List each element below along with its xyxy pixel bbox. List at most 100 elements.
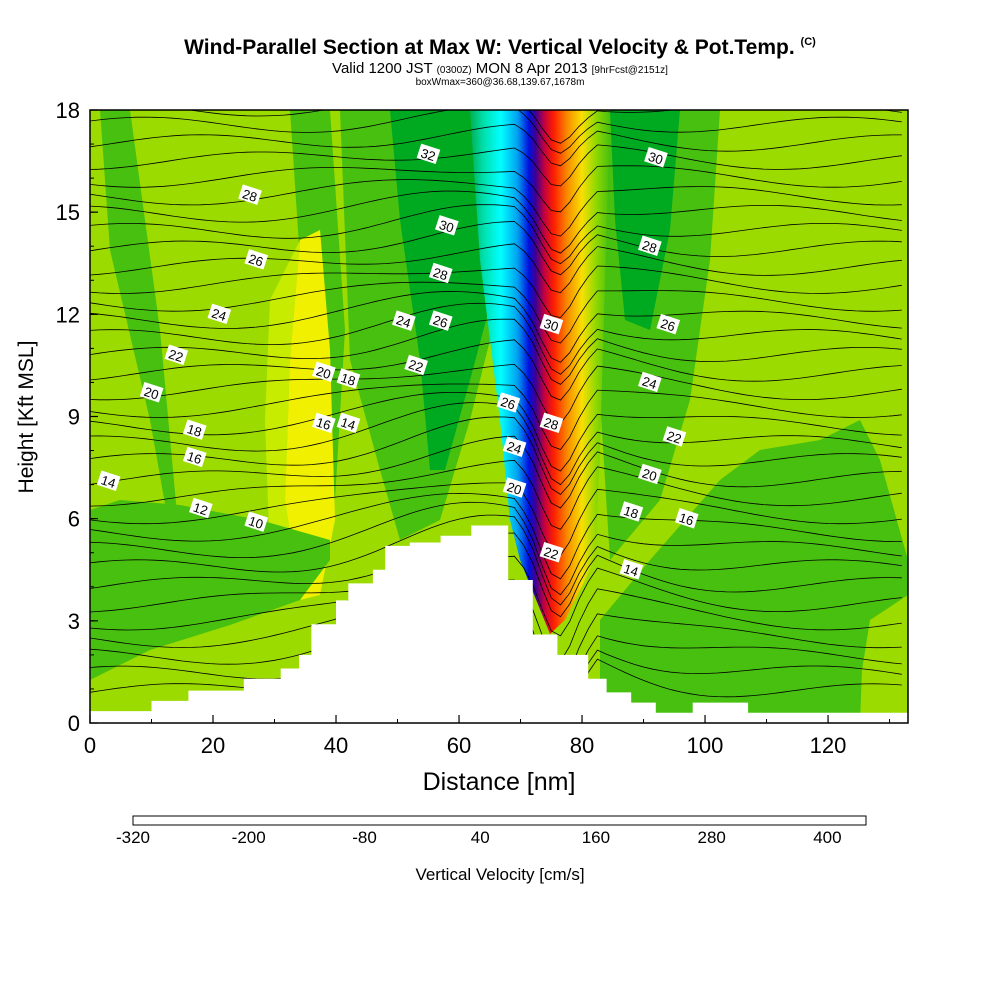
theta-label-text: 26 <box>499 394 517 413</box>
theta-label: 16 <box>674 508 699 529</box>
theta-label-box <box>416 143 441 165</box>
theta-label-box <box>656 313 681 335</box>
theta-contour-line <box>90 482 902 557</box>
theta-contour-line <box>90 204 902 265</box>
y-axis: 0 3 6 9 12 15 18 <box>56 98 98 736</box>
theta-label-box <box>502 477 527 498</box>
x-axis: 0 20 40 60 80 100 120 <box>84 715 891 758</box>
theta-label-box <box>164 344 189 365</box>
theta-contour-line <box>90 110 902 154</box>
theta-label-box <box>207 303 232 325</box>
theta-label-text: 16 <box>314 414 332 433</box>
vv-band-lower-right <box>600 420 908 723</box>
theta-label: 26 <box>244 249 269 270</box>
vv-band-green-left <box>100 110 185 600</box>
theta-label-box <box>496 392 521 413</box>
theta-label-box <box>238 184 262 205</box>
x-tick-label: 80 <box>570 733 594 758</box>
theta-contour-line <box>90 383 902 450</box>
y-tick-label: 9 <box>68 405 80 430</box>
theta-label-box <box>139 382 164 403</box>
plot-area <box>90 110 908 723</box>
theta-label-box <box>392 310 416 331</box>
theta-label-box <box>539 412 564 434</box>
theta-label: 30 <box>435 215 459 236</box>
y-tick-label: 15 <box>56 200 80 225</box>
theta-label-box <box>312 361 336 382</box>
colorbar <box>132 815 867 826</box>
theta-label-text: 28 <box>542 414 560 433</box>
theta-label-text: 30 <box>646 149 664 168</box>
theta-label-box <box>182 419 207 440</box>
theta-label: 24 <box>502 436 527 457</box>
theta-label-box <box>619 559 644 580</box>
theta-contour-line <box>90 190 902 254</box>
theta-label-box <box>244 511 269 532</box>
theta-contour-line <box>90 179 902 237</box>
theta-contour-line <box>90 501 902 596</box>
copyright-mark: (C) <box>800 36 816 48</box>
theta-label-box <box>428 310 453 331</box>
colorbar-tick-label: -80 <box>352 828 377 847</box>
theta-label: 22 <box>662 426 687 447</box>
theta-label-text: 14 <box>622 561 640 580</box>
theta-label-box <box>539 313 564 335</box>
theta-label: 32 <box>416 143 441 165</box>
theta-label: 26 <box>656 313 681 335</box>
theta-label-text: 24 <box>640 374 658 393</box>
colorbar-label: Vertical Velocity [cm/s] <box>415 865 584 884</box>
x-tick-label: 40 <box>324 733 348 758</box>
theta-label: 20 <box>638 463 662 485</box>
colorbar-tick-label: 40 <box>471 828 490 847</box>
theta-contour-line <box>90 221 902 276</box>
theta-label-text: 18 <box>185 421 203 440</box>
theta-label-box <box>96 470 121 491</box>
theta-label-text: 28 <box>241 186 259 205</box>
colorbar-tick-label: 160 <box>582 828 610 847</box>
x-tick-label: 0 <box>84 733 96 758</box>
theta-label: 12 <box>189 497 213 519</box>
theta-label: 26 <box>496 392 521 413</box>
theta-label: 28 <box>539 412 564 434</box>
chart-subtitle: Valid 1200 JST (0300Z) MON 8 Apr 2013 [9… <box>0 60 1000 77</box>
theta-label: 28 <box>238 184 262 205</box>
theta-contour-line <box>90 302 902 375</box>
theta-label-box <box>662 426 687 447</box>
theta-label-text: 24 <box>210 305 228 324</box>
theta-label: 22 <box>404 354 428 375</box>
x-tick-label: 20 <box>201 733 225 758</box>
theta-label: 14 <box>619 559 644 580</box>
theta-label-text: 14 <box>99 472 117 491</box>
theta-label: 14 <box>336 412 361 433</box>
colorbar-tick-label: 400 <box>813 828 841 847</box>
forecast-tag: [9hrFcst@2151z] <box>591 65 668 76</box>
valid-prefix: Valid 1200 JST <box>332 60 433 77</box>
y-axis-label: Height [Kft MSL] <box>15 341 38 494</box>
theta-label: 18 <box>336 368 361 389</box>
theta-label-text: 18 <box>622 503 640 522</box>
theta-contour-line <box>90 339 902 401</box>
theta-label-box <box>674 508 699 529</box>
theta-label-text: 32 <box>419 145 437 164</box>
theta-label-text: 26 <box>659 316 677 335</box>
chart-title: Wind-Parallel Section at Max W: Vertical… <box>0 36 1000 60</box>
colorbar-frame <box>132 815 867 826</box>
theta-label: 24 <box>207 303 232 325</box>
theta-label: 30 <box>539 313 564 335</box>
theta-labels: 1412101618202224262816201418242226283032… <box>96 143 699 580</box>
valid-utc: (0300Z) <box>436 65 472 76</box>
theta-contour-line <box>90 363 902 424</box>
box-info: boxWmax=360@36.68,139.67,1678m <box>415 77 585 88</box>
theta-label-text: 22 <box>167 346 185 365</box>
theta-label-text: 20 <box>505 479 523 498</box>
theta-label-box <box>189 497 213 519</box>
theta-contour-line <box>90 123 902 167</box>
theta-label-text: 30 <box>437 217 455 236</box>
y-tick-label: 0 <box>68 711 80 736</box>
y-tick-label: 12 <box>56 302 80 327</box>
theta-label-box <box>539 542 564 563</box>
theta-label-box <box>644 147 668 168</box>
theta-label-text: 20 <box>640 466 658 485</box>
theta-label: 18 <box>182 419 207 440</box>
